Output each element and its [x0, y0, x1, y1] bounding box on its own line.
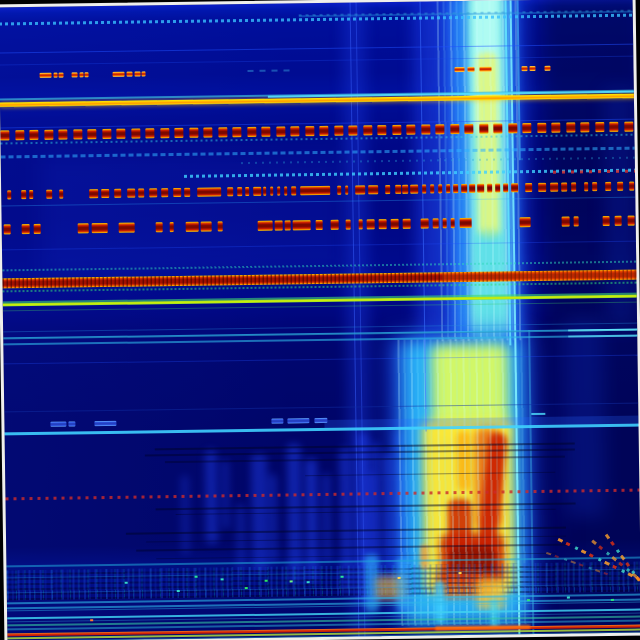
speck: [124, 581, 128, 584]
speck: [526, 599, 530, 602]
speck: [458, 572, 462, 575]
speck: [566, 596, 570, 599]
speck: [610, 598, 614, 601]
speck: [306, 581, 310, 584]
speck: [397, 576, 401, 579]
speck: [264, 579, 268, 582]
speck: [90, 619, 94, 622]
speck: [244, 587, 248, 590]
speck: [220, 578, 224, 581]
speck: [176, 589, 180, 593]
speck: [194, 575, 198, 578]
speck: [340, 575, 344, 578]
speck: [289, 580, 293, 583]
